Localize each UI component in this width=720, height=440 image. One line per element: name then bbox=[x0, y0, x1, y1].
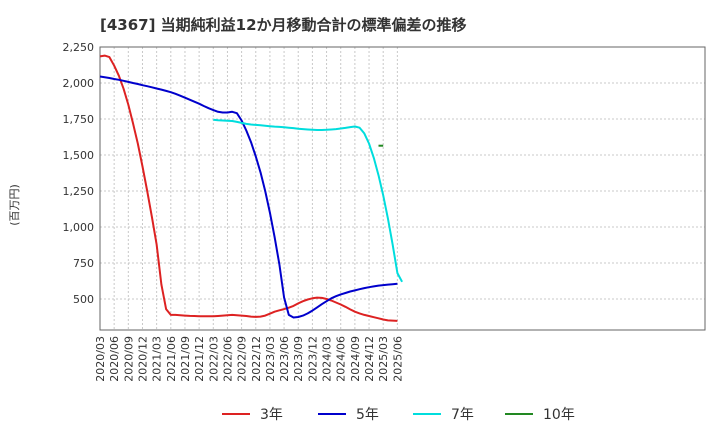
y-tick-label: 2,250 bbox=[63, 41, 95, 54]
x-tick-label: 2020/12 bbox=[136, 336, 149, 382]
x-tick-label: 2022/03 bbox=[207, 336, 220, 382]
x-tick-label: 2023/09 bbox=[292, 336, 305, 382]
x-tick-label: 2023/03 bbox=[264, 336, 277, 382]
series-line-5年 bbox=[99, 75, 398, 319]
x-axis: 2020/03 2020/06 2020/09 2020/12 2021/03 2021/… bbox=[94, 336, 404, 382]
x-tick-label: 2022/06 bbox=[221, 336, 234, 382]
x-tick-label: 2020/03 bbox=[94, 336, 107, 382]
x-tick-label: 2024/06 bbox=[335, 336, 348, 382]
legend-label: 3年 bbox=[260, 407, 283, 423]
y-tick-label: 2,000 bbox=[63, 77, 95, 90]
series-lines bbox=[99, 54, 403, 322]
x-tick-label: 2025/06 bbox=[391, 336, 404, 382]
legend-label: 10年 bbox=[543, 407, 575, 423]
y-tick-label: 500 bbox=[73, 293, 94, 306]
legend: 3年 5年 7年 10年 bbox=[222, 407, 575, 423]
series-line-3年 bbox=[99, 54, 398, 322]
x-tick-label: 2020/09 bbox=[122, 336, 135, 382]
grid bbox=[99, 46, 705, 330]
y-tick-label: 1,750 bbox=[63, 113, 95, 126]
x-tick-label: 2024/12 bbox=[363, 336, 376, 382]
y-tick-label: 1,000 bbox=[63, 221, 95, 234]
plot-area bbox=[99, 46, 706, 331]
y-axis: 500 750 1,000 1,250 1,500 1,750 2,000 2,250 bbox=[63, 41, 95, 306]
x-tick-label: 2024/03 bbox=[321, 336, 334, 382]
x-tick-label: 2023/12 bbox=[306, 336, 319, 382]
x-tick-label: 2022/09 bbox=[236, 336, 249, 382]
legend-label: 7年 bbox=[451, 407, 474, 423]
x-tick-label: 2021/09 bbox=[179, 336, 192, 382]
x-tick-label: 2025/03 bbox=[377, 336, 390, 382]
x-tick-label: 2022/12 bbox=[250, 336, 263, 382]
y-tick-label: 1,250 bbox=[63, 185, 95, 198]
x-tick-label: 2021/06 bbox=[165, 336, 178, 382]
chart-title: [4367] 当期純利益12か月移動合計の標準偏差の推移 bbox=[100, 16, 467, 34]
y-tick-label: 750 bbox=[73, 257, 94, 270]
x-tick-label: 2020/06 bbox=[108, 336, 121, 382]
x-tick-label: 2021/12 bbox=[193, 336, 206, 382]
y-tick-label: 1,500 bbox=[63, 149, 95, 162]
y-axis-label: (百万円) bbox=[8, 184, 21, 226]
series-line-7年 bbox=[213, 118, 403, 283]
x-tick-label: 2021/03 bbox=[151, 336, 164, 382]
x-tick-label: 2024/09 bbox=[349, 336, 362, 382]
x-tick-label: 2023/06 bbox=[278, 336, 291, 382]
legend-label: 5年 bbox=[356, 407, 379, 423]
